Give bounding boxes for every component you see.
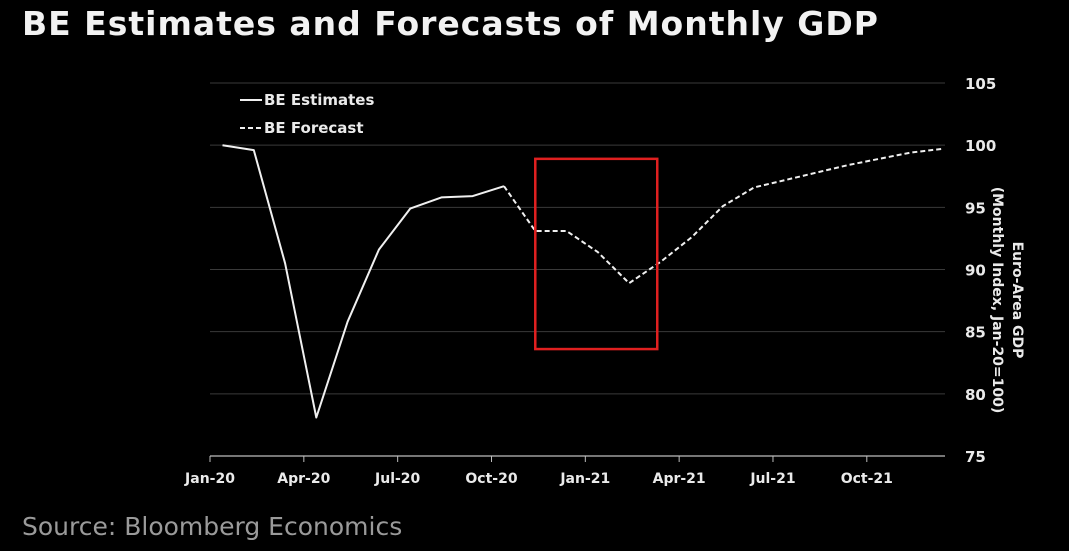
legend: BE Estimates BE Forecast — [240, 91, 374, 137]
x-tick-label: Jul-21 — [749, 471, 795, 487]
x-tick-label: Jan-20 — [184, 471, 235, 487]
legend-label: BE Forecast — [264, 119, 364, 137]
legend-label: BE Estimates — [264, 91, 374, 109]
y-tick-label: 105 — [965, 75, 996, 93]
y-axis-label: Euro-Area GDP(Monthly Index, Jan-20=100) — [989, 187, 1025, 414]
chart-title: BE Estimates and Forecasts of Monthly GD… — [22, 4, 879, 43]
x-axis-ticks: Jan-20 Apr-20 Jul-20 Oct-20 Jan-21 Apr-21 Jul-… — [184, 456, 893, 487]
x-tick-label: Apr-20 — [277, 471, 330, 487]
y-tick-label: 85 — [965, 324, 986, 342]
series-line-be-estimates — [222, 144, 505, 419]
y-axis-label-line: (Monthly Index, Jan-20=100) — [989, 187, 1005, 414]
gridlines — [210, 82, 945, 457]
source-note: Source: Bloomberg Economics — [22, 512, 403, 541]
x-tick-label: Jul-20 — [374, 471, 421, 487]
x-tick-label: Jan-21 — [559, 471, 610, 487]
y-tick-label: 95 — [965, 199, 986, 217]
y-axis-label-line: Euro-Area GDP — [1009, 242, 1025, 359]
y-axis-ticks: 75 80 85 90 95 100 105 — [965, 75, 996, 466]
x-tick-label: Apr-21 — [653, 471, 706, 487]
series-line-be-forecast — [503, 147, 943, 285]
annotations — [534, 157, 659, 351]
series-lines — [222, 144, 943, 419]
y-tick-label: 90 — [965, 262, 986, 280]
y-tick-label: 100 — [965, 137, 996, 155]
x-tick-label: Oct-21 — [841, 471, 893, 487]
highlight-box — [534, 157, 659, 351]
y-tick-label: 80 — [965, 386, 986, 404]
x-tick-label: Oct-20 — [465, 471, 517, 487]
y-tick-label: 75 — [965, 448, 986, 466]
